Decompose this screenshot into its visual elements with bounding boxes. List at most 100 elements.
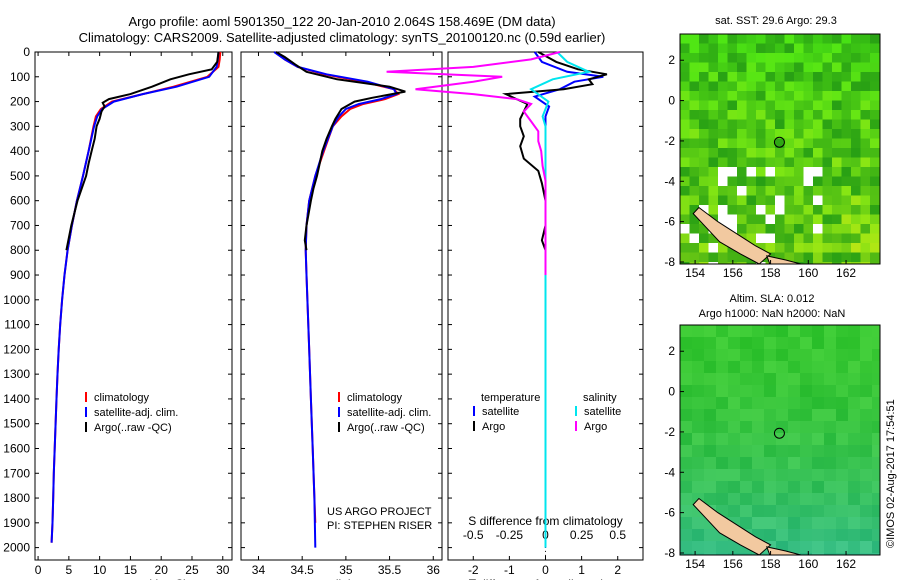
map-cell [746, 148, 757, 158]
depth-tick-label: 300 [10, 119, 30, 133]
x-tick-label: 0 [35, 563, 42, 577]
map-cell [872, 541, 880, 554]
map-cell [692, 529, 705, 542]
map-cell [737, 62, 747, 73]
series-line-satellite-adj-clim- [273, 51, 399, 548]
map-cell [860, 233, 871, 244]
map-cell [800, 337, 813, 350]
map-cell [803, 186, 814, 196]
map-cell [718, 81, 728, 92]
map-cell [756, 100, 766, 111]
map-cell [836, 409, 849, 422]
map-cell [692, 517, 705, 530]
map-cell [756, 186, 766, 196]
map-cell [718, 72, 728, 82]
map-cell [824, 469, 837, 482]
figure-title-line2: Climatology: CARS2009. Satellite-adjuste… [79, 30, 606, 45]
map-cell [841, 233, 852, 244]
map-cell [800, 349, 813, 362]
map-cell [776, 481, 789, 494]
map-cell [813, 138, 823, 149]
map-cell [689, 186, 700, 196]
map-cell [870, 262, 880, 264]
map-cell [812, 469, 825, 482]
map-cell [879, 252, 880, 263]
map-x-tick-label: 156 [723, 557, 743, 571]
map-cell [727, 167, 738, 177]
map-cell [718, 186, 728, 196]
legend-label: Argo(..raw -QC) [94, 422, 172, 434]
map-cell [848, 385, 861, 398]
map-cell [879, 34, 880, 44]
depth-tick-label: 100 [10, 70, 30, 84]
map-cell [756, 214, 766, 225]
map-cell [680, 53, 690, 63]
map-cell [727, 195, 738, 206]
map-cell [879, 262, 880, 264]
map-cell [775, 224, 785, 234]
map-cell [784, 233, 795, 244]
map-cell [708, 129, 719, 139]
map-cell [737, 195, 747, 206]
map-cell [870, 148, 880, 158]
map-cell [860, 34, 871, 44]
map-cell [872, 409, 880, 422]
map-cell [746, 262, 757, 264]
map-cell [776, 337, 789, 350]
depth-tick-label: 0 [23, 45, 30, 59]
map-cell [836, 421, 849, 434]
map-cell [740, 349, 753, 362]
map-cell [784, 110, 795, 120]
map-cell [784, 167, 795, 177]
map-cell [680, 72, 690, 82]
x-tick-label: 2 [614, 563, 621, 577]
map-cell [704, 361, 717, 374]
depth-tick-label: 800 [10, 243, 30, 257]
map-cell [708, 81, 719, 92]
x-axis-label: salinity [323, 577, 360, 580]
map-cell [784, 72, 795, 82]
map-cell [832, 243, 842, 253]
map-cell [860, 469, 873, 482]
map-cell [812, 349, 825, 362]
map-cell [737, 157, 747, 168]
map-cell [860, 421, 873, 434]
series-line-argo-raw-qc- [65, 51, 220, 251]
map-cell [765, 110, 776, 120]
map-cell [836, 373, 849, 386]
map-cell [752, 469, 765, 482]
map-y-tick-label: -6 [664, 506, 675, 520]
map-cell [718, 43, 728, 54]
map-cell [841, 43, 852, 54]
sla-map-title: Altim. SLA: 0.012 [730, 293, 815, 305]
map-cell [860, 252, 871, 263]
map-cell [692, 421, 705, 434]
map-cell [775, 167, 785, 177]
map-cell [775, 233, 785, 244]
x-tick-label: 35 [339, 563, 353, 577]
map-cell [794, 195, 804, 206]
map-cell [727, 91, 738, 101]
map-cell [756, 148, 766, 158]
map-cell [784, 243, 795, 253]
map-cell [812, 397, 825, 410]
map-cell [704, 421, 717, 434]
map-field [680, 34, 880, 264]
map-cell [851, 119, 861, 130]
map-cell [740, 469, 753, 482]
map-cell [764, 505, 777, 518]
x-tick-label-salinity: -0.5 [463, 528, 484, 542]
map-cell [832, 34, 842, 44]
map-cell [692, 457, 705, 470]
map-cell [775, 176, 785, 187]
map-cell [794, 262, 804, 264]
map-cell [860, 373, 873, 386]
map-cell [756, 176, 766, 187]
map-cell [756, 167, 766, 177]
map-cell [718, 205, 728, 215]
map-cell [752, 481, 765, 494]
map-cell [870, 81, 880, 92]
map-cell [727, 214, 738, 225]
map-cell [800, 421, 813, 434]
map-cell [765, 195, 776, 206]
